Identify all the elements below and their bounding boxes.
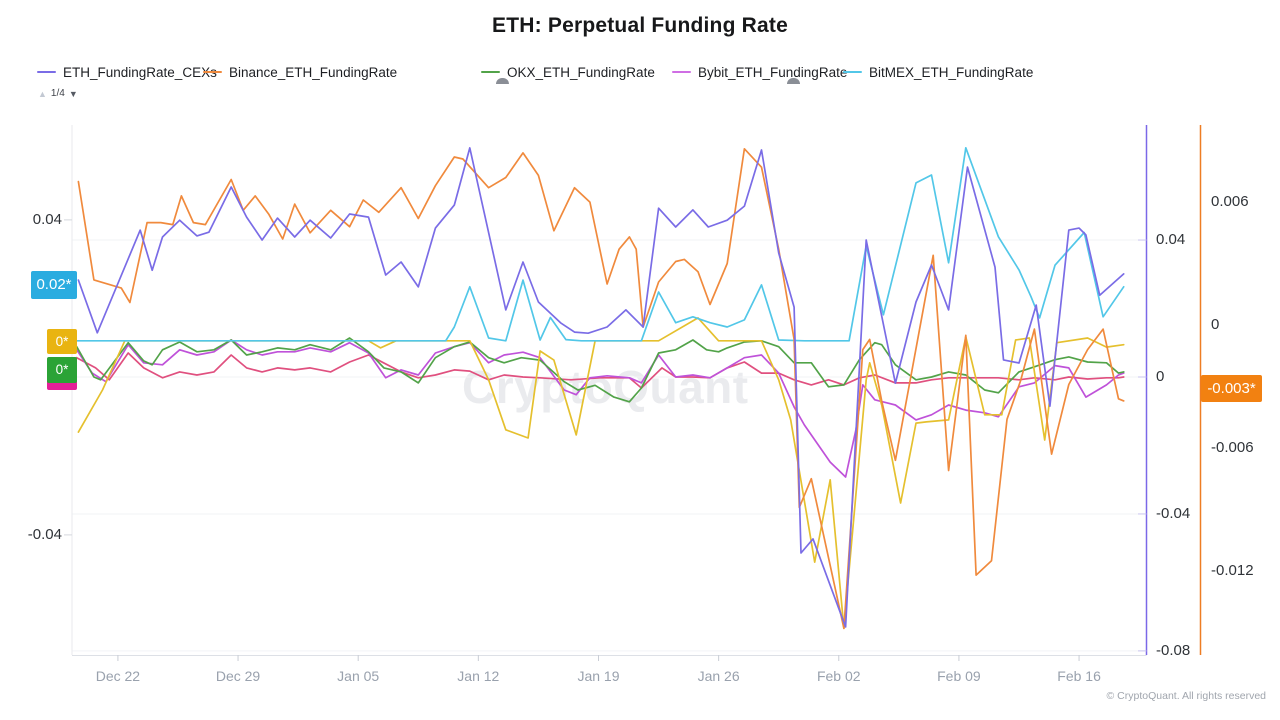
legend-dash-icon [843, 70, 862, 74]
legend-page-indicator: 1/4 [50, 88, 65, 99]
right-inner-axis-tick-label: 0.04 [1156, 231, 1186, 249]
right-outer-axis-tick-label: 0.006 [1211, 193, 1249, 211]
x-tick-label: Dec 29 [215, 668, 261, 684]
legend-item-Binance_ETH_FundingRate[interactable]: Binance_ETH_FundingRate [203, 64, 397, 80]
legend-item-label: Bybit_ETH_FundingRate [698, 64, 848, 80]
x-tick-label: Feb 16 [1057, 668, 1101, 684]
legend-item-OKX_ETH_FundingRate[interactable]: OKX_ETH_FundingRate [481, 64, 655, 80]
x-tick-label: Feb 09 [937, 668, 981, 684]
series-line-BitMEX_ETH_FundingRate [75, 146, 1125, 342]
legend-item-BitMEX_ETH_FundingRate[interactable]: BitMEX_ETH_FundingRate [843, 64, 1033, 80]
legend-page-up-icon[interactable]: ▲ [38, 88, 47, 99]
legend-scroll-hint-icon [496, 78, 509, 84]
series-line-ETH_FundingRate_CEXs [77, 147, 1125, 628]
last-value-label: 0* [47, 329, 77, 355]
x-tick-label: Dec 22 [95, 668, 141, 684]
right-inner-axis-tick-label: -0.08 [1156, 641, 1191, 659]
right-outer-axis-tick-label: 0 [1211, 316, 1220, 334]
x-tick-label: Jan 12 [457, 668, 500, 684]
series-line-OKX_ETH_FundingRate [75, 337, 1125, 403]
legend-pager: ▲ 1/4 ▼ [38, 88, 78, 99]
x-tick-label: Jan 19 [577, 668, 620, 684]
legend-dash-icon [672, 70, 691, 74]
legend-item-label: BitMEX_ETH_FundingRate [869, 64, 1034, 80]
last-value-label: -0.003* [1201, 375, 1262, 403]
legend-item-label: ETH_FundingRate_CEXs [63, 64, 217, 80]
chart-title: ETH: Perpetual Funding Rate [492, 14, 788, 37]
right-inner-axis-tick-label: 0 [1156, 367, 1165, 385]
legend-item-label: Binance_ETH_FundingRate [229, 64, 398, 80]
series-line-Binance_ETH_FundingRate [77, 147, 1125, 630]
last-value-label: 0.02* [31, 270, 77, 299]
legend-scroll-hint-icon [787, 78, 800, 84]
copyright-notice: © CryptoQuant. All rights reserved [1106, 690, 1266, 702]
left-axis-tick-label: -0.04 [27, 525, 62, 543]
x-tick-label: Jan 05 [337, 668, 380, 684]
legend-dash-icon [203, 70, 222, 74]
right-outer-axis-tick-label: -0.012 [1211, 561, 1254, 579]
legend-item-Bybit_ETH_FundingRate[interactable]: Bybit_ETH_FundingRate [672, 64, 847, 80]
left-axis-tick-label: 0.04 [32, 210, 62, 228]
legend-dash-icon [481, 70, 500, 74]
right-inner-axis-tick-label: -0.04 [1156, 504, 1191, 522]
legend-item-ETH_FundingRate_CEXs[interactable]: ETH_FundingRate_CEXs [37, 64, 217, 80]
right-outer-axis-tick-label: -0.006 [1211, 439, 1254, 456]
legend-dash-icon [37, 70, 56, 74]
legend-item-label: OKX_ETH_FundingRate [507, 64, 655, 80]
x-tick-label: Jan 26 [697, 668, 740, 684]
legend-page-down-icon[interactable]: ▼ [68, 88, 78, 99]
watermark: CryptoQuant [462, 361, 749, 413]
last-value-label: 0* [47, 356, 77, 383]
x-tick-label: Feb 02 [816, 668, 861, 684]
